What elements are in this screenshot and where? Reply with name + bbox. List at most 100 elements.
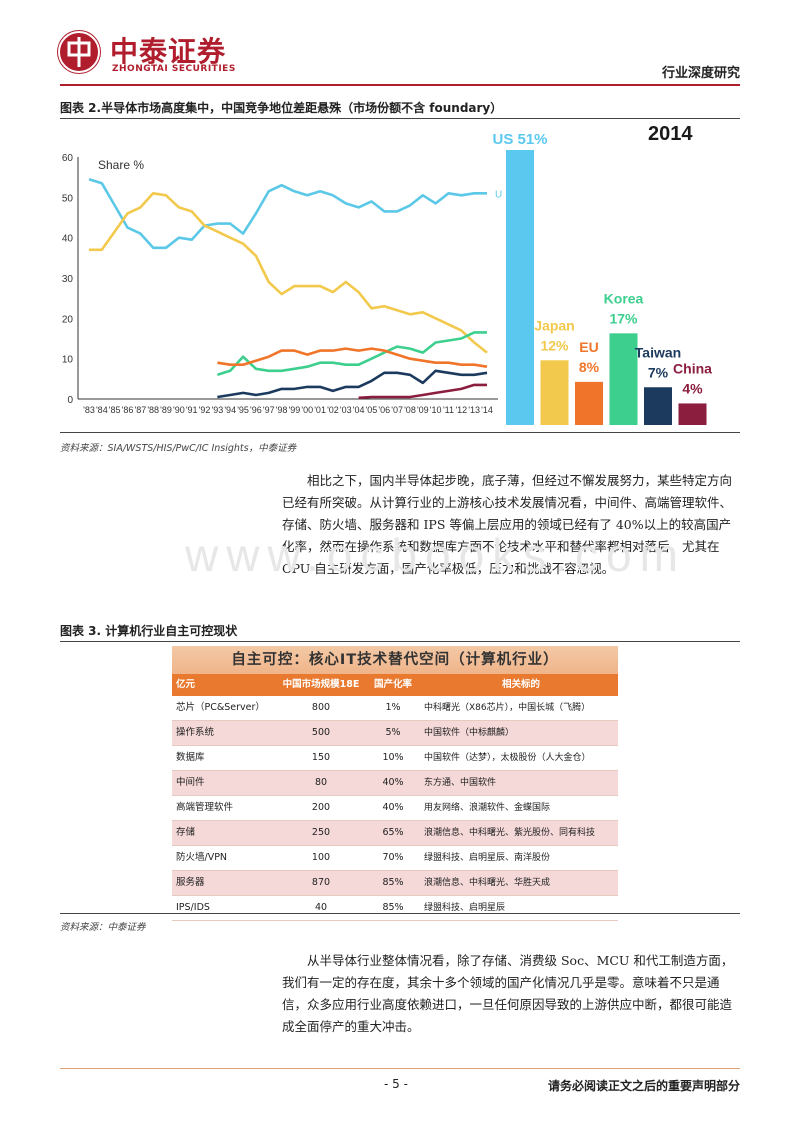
bar-eu — [575, 381, 603, 425]
bar-label-value: 8% — [579, 359, 600, 375]
y-tick-label: 50 — [62, 193, 74, 204]
table-title: 自主可控：核心IT技术替代空间（计算机行业） — [172, 646, 618, 674]
x-tick-label: '07 — [391, 405, 403, 415]
figure2-title: 图表 2.半导体市场高度集中，中国竞争地位差距悬殊（市场份额不含 foundar… — [60, 101, 503, 115]
table-row: 数据库 150 10% 中国软件（达梦），太极股份（人大金仓） — [172, 746, 618, 771]
col-header-category: 亿元 — [176, 679, 196, 690]
bar-korea — [609, 333, 638, 425]
series-line — [217, 347, 488, 368]
figure3-divider — [60, 641, 740, 642]
cell-targets: 浪潮信息、中科曙光、紫光股份、同有科技 — [424, 828, 596, 838]
series-line — [217, 331, 487, 377]
series-end-label: U — [495, 189, 502, 200]
cell-category: IPS/IDS — [176, 902, 210, 913]
figure2-divider — [60, 118, 740, 119]
bar-label-value: 7% — [648, 364, 669, 380]
x-tick-label: '83 — [83, 405, 95, 415]
x-tick-label: '93 — [212, 405, 224, 415]
x-tick-label: '06 — [378, 405, 390, 415]
table-row: 存储 250 65% 浪潮信息、中科曙光、紫光股份、同有科技 — [172, 821, 618, 846]
cell-category: 高端管理软件 — [176, 802, 234, 813]
x-tick-label: '10 — [430, 405, 442, 415]
col-header-rate: 国产化率 — [373, 679, 412, 690]
cell-market: 40 — [314, 902, 328, 913]
cell-rate: 85% — [382, 877, 404, 888]
x-tick-label: '89 — [160, 405, 172, 415]
x-tick-label: '12 — [455, 405, 467, 415]
x-tick-label: '13 — [468, 405, 480, 415]
bar-label-name: EU — [579, 339, 598, 355]
table-row: 防火墙/VPN 100 70% 绿盟科技、启明星辰、南洋股份 — [172, 846, 618, 871]
x-tick-label: '00 — [301, 405, 313, 415]
bar-taiwan — [644, 387, 672, 425]
x-tick-label: '97 — [263, 405, 275, 415]
cell-rate: 10% — [382, 752, 404, 763]
logo-text-en: ZHONGTAI SECURITIES — [112, 64, 236, 74]
header-divider — [60, 84, 740, 86]
figure2-chart: 0 10 20 30 40 50 60 '83'84'85'86'87'88'89'90'91… — [62, 123, 712, 425]
cell-targets: 东方通、中国软件 — [424, 778, 497, 788]
y-axis-label: Share % — [98, 158, 144, 172]
x-tick-label: '98 — [276, 405, 288, 415]
cell-rate: 5% — [385, 727, 401, 738]
report-type: 行业深度研究 — [661, 66, 740, 81]
x-tick-label: '92 — [199, 405, 211, 415]
figure3-source: 资料来源：中泰证券 — [60, 922, 146, 933]
col-header-market: 中国市场规模18E — [282, 679, 360, 690]
cell-rate: 65% — [382, 827, 404, 838]
cell-market: 100 — [311, 852, 331, 863]
x-tick-label: '94 — [224, 405, 236, 415]
x-tick-label: '03 — [340, 405, 352, 415]
bar-label-name: Japan — [534, 317, 574, 333]
x-tick-label: '87 — [134, 405, 146, 415]
x-tick-label: '85 — [109, 405, 121, 415]
cell-targets: 中国软件（达梦），太极股份（人大金仓） — [424, 753, 591, 763]
logo-text-cn: 中泰证券 — [110, 35, 227, 68]
y-tick-label: 0 — [67, 395, 73, 406]
cell-rate: 40% — [382, 777, 404, 788]
cell-category: 中间件 — [176, 777, 205, 788]
cell-market: 80 — [314, 777, 328, 788]
cell-market: 870 — [311, 877, 331, 888]
x-tick-label: '04 — [353, 405, 365, 415]
cell-rate: 1% — [385, 702, 401, 713]
col-header-targets: 相关标的 — [501, 679, 540, 690]
cell-category: 存储 — [176, 827, 196, 838]
table-row: IPS/IDS 40 85% 绿盟科技、启明星辰 — [172, 896, 618, 921]
x-tick-label: '08 — [404, 405, 416, 415]
cell-rate: 70% — [382, 852, 404, 863]
figure3-bottom-divider — [60, 913, 740, 914]
bar-label-value: 12% — [540, 337, 569, 353]
table-row: 高端管理软件 200 40% 用友网络、浪潮软件、金蝶国际 — [172, 796, 618, 821]
x-tick-label: '90 — [173, 405, 185, 415]
bar-label-value: 4% — [682, 380, 703, 396]
bar-label: US 51% — [492, 131, 547, 148]
table-row: 芯片（PC&Server） 800 1% 中科曙光（X86芯片），中国长城（飞腾） — [172, 696, 618, 721]
figure2-source: 资料来源：SIA/WSTS/HIS/PwC/IC Insights，中泰证券 — [60, 443, 297, 454]
bar-chart: 2014 US 51% Japan 12% EU 8% Korea 17% Taiwan 7% Ch… — [492, 123, 712, 425]
x-tick-label: '86 — [122, 405, 134, 415]
bar-label-name: China — [673, 360, 712, 376]
x-tick-label: '99 — [289, 405, 301, 415]
series-line — [88, 177, 487, 250]
table-row: 中间件 80 40% 东方通、中国软件 — [172, 771, 618, 796]
cell-targets: 浪潮信息、中科曙光、华胜天成 — [424, 878, 551, 888]
cell-rate: 40% — [382, 802, 404, 813]
it-table: 自主可控：核心IT技术替代空间（计算机行业） 亿元 中国市场规模18E 国产化率… — [172, 646, 618, 921]
cell-targets: 绿盟科技、启明星辰、南洋股份 — [424, 853, 551, 863]
y-tick-label: 20 — [62, 314, 74, 325]
cell-category: 防火墙/VPN — [176, 852, 228, 863]
x-tick-label: '96 — [250, 405, 262, 415]
y-tick-label: 60 — [62, 153, 74, 164]
x-tick-label: '95 — [237, 405, 249, 415]
x-tick-label: '01 — [314, 405, 326, 415]
x-tick-label: '02 — [327, 405, 339, 415]
line-chart: 0 10 20 30 40 50 60 '83'84'85'86'87'88'89'90'91… — [62, 153, 502, 415]
y-tick-label: 30 — [62, 274, 74, 285]
cell-targets: 中科曙光（X86芯片），中国长城（飞腾） — [424, 703, 591, 713]
table-row: 服务器 870 85% 浪潮信息、中科曙光、华胜天成 — [172, 871, 618, 896]
cell-market: 150 — [311, 752, 331, 763]
x-tick-label: '14 — [481, 405, 493, 415]
bar-us — [506, 150, 534, 425]
cell-rate: 85% — [382, 902, 404, 913]
